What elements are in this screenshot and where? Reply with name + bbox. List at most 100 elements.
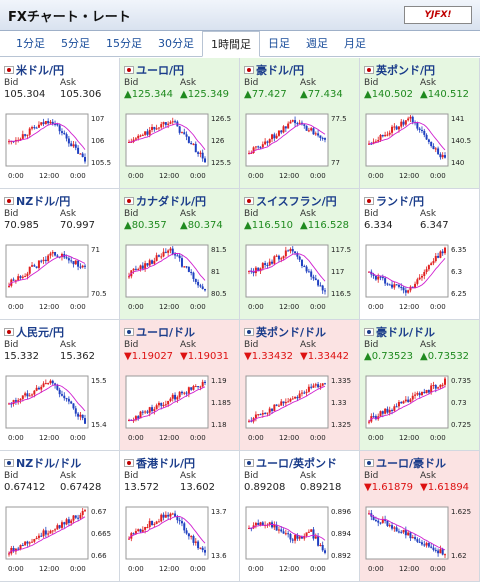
candle-body xyxy=(180,258,183,267)
pair-header: 香港ドル/円 xyxy=(124,455,195,471)
pair-name[interactable]: ユーロ/円 xyxy=(136,64,185,77)
rate-panel[interactable]: 豪ドル/円 Bid Ask ▲77.427 ▲77.434 77.5 77 0:00 12:00… xyxy=(240,58,360,189)
x-tick-label: 12:00 xyxy=(39,434,59,442)
rate-panel[interactable]: ユーロ/豪ドル Bid Ask ▼1.61879 ▼1.61894 1.625 1.62 0:… xyxy=(360,451,480,582)
candle-body xyxy=(144,131,147,135)
tab-0[interactable]: 1分足 xyxy=(16,37,45,50)
rate-panel[interactable]: NZドル/ドル Bid Ask 0.67412 0.67428 0.67 0.665 0.66… xyxy=(0,451,120,582)
candle-body xyxy=(178,391,181,398)
pair-name[interactable]: ユーロ/ドル xyxy=(136,326,196,339)
candle-body xyxy=(439,384,442,388)
rate-panel[interactable]: 英ポンド/円 Bid Ask ▲140.502 ▲140.512 141 140.5 140 0… xyxy=(360,58,480,189)
ask-label: Ask xyxy=(420,209,437,219)
candlestick-chart[interactable]: 81.5 81 80.5 0:00 12:00 0:00 xyxy=(122,237,238,315)
candle-body xyxy=(183,266,186,268)
pair-name[interactable]: ランド/円 xyxy=(376,195,425,208)
bid-label: Bid xyxy=(4,340,19,350)
candle-body xyxy=(319,285,322,287)
candle-body xyxy=(8,553,10,555)
rate-panel[interactable]: ランド/円 Bid Ask 6.334 6.347 6.35 6.3 6.25 0:00 12:0… xyxy=(360,189,480,320)
tab-6[interactable]: 週足 xyxy=(306,37,328,50)
x-tick-label: 12:00 xyxy=(279,303,299,311)
rate-panel[interactable]: 人民元/円 Bid Ask 15.332 15.362 15.5 15.4 0:00 12:00… xyxy=(0,320,120,451)
candle-body xyxy=(176,255,179,257)
y-tick-label: 126 xyxy=(211,137,225,145)
rate-panel[interactable]: 英ポンド/ドル Bid Ask ▼1.33432 ▼1.33442 1.335 1.33 1.… xyxy=(240,320,360,451)
candle-body xyxy=(42,383,45,387)
candle-body xyxy=(180,521,183,524)
candle-body xyxy=(388,525,391,527)
pair-name[interactable]: ユーロ/豪ドル xyxy=(376,457,447,470)
pair-name[interactable]: 英ポンド/円 xyxy=(376,64,436,77)
bid-label: Bid xyxy=(364,78,379,88)
candlestick-chart[interactable]: 117.5 117 116.5 0:00 12:00 0:00 xyxy=(242,237,358,315)
candlestick-chart[interactable]: 1.335 1.33 1.325 0:00 12:00 0:00 xyxy=(242,368,358,446)
candlestick-chart[interactable]: 141 140.5 140 0:00 12:00 0:00 xyxy=(362,106,478,184)
candle-body xyxy=(164,251,167,253)
candle-body xyxy=(56,255,59,257)
candle-body xyxy=(296,253,299,257)
pair-name[interactable]: 香港ドル/円 xyxy=(136,457,196,470)
candlestick-chart[interactable]: 126.5 126 125.5 0:00 12:00 0:00 xyxy=(122,106,238,184)
candlestick-chart[interactable]: 71 70.5 0:00 12:00 0:00 xyxy=(2,237,118,315)
rate-panel[interactable]: 米ドル/円 Bid Ask 105.304 105.306 107 106 105.5 0:00… xyxy=(0,58,120,189)
candlestick-chart[interactable]: 1.625 1.62 0:00 12:00 0:00 xyxy=(362,499,478,577)
candlestick-chart[interactable]: 15.5 15.4 0:00 12:00 0:00 xyxy=(2,368,118,446)
candle-body xyxy=(259,522,262,525)
pair-name[interactable]: NZドル/ドル xyxy=(16,457,82,470)
candlestick-chart[interactable]: 1.19 1.185 1.18 0:00 12:00 0:00 xyxy=(122,368,238,446)
candle-body xyxy=(17,548,20,550)
candle-body xyxy=(24,541,27,546)
candlestick-chart[interactable]: 6.35 6.3 6.25 0:00 12:00 0:00 xyxy=(362,237,478,315)
candlestick-chart[interactable]: 77.5 77 0:00 12:00 0:00 xyxy=(242,106,358,184)
tab-4[interactable]: 1時間足 xyxy=(202,31,260,57)
ask-value: 0.67428 xyxy=(60,482,102,493)
candle-body xyxy=(194,143,197,153)
bid-label: Bid xyxy=(244,340,259,350)
candle-body xyxy=(411,537,414,539)
x-tick-label: 12:00 xyxy=(159,565,179,573)
tab-7[interactable]: 月足 xyxy=(344,37,366,50)
candle-body xyxy=(72,515,75,521)
candlestick-chart[interactable]: 0.896 0.894 0.892 0:00 12:00 0:00 xyxy=(242,499,358,577)
candle-body xyxy=(268,408,271,413)
pair-name[interactable]: ユーロ/英ポンド xyxy=(256,457,338,470)
rate-panel[interactable]: ユーロ/ドル Bid Ask ▼1.19027 ▼1.19031 1.19 1.185 1.1… xyxy=(120,320,240,451)
x-tick-label: 0:00 xyxy=(190,565,206,573)
bid-label: Bid xyxy=(364,340,379,350)
pair-name[interactable]: 豪ドル/ドル xyxy=(376,326,436,339)
rate-panel[interactable]: ユーロ/英ポンド Bid Ask 0.89208 0.89218 0.896 0.894 0.… xyxy=(240,451,360,582)
tab-3[interactable]: 30分足 xyxy=(158,37,194,50)
candle-body xyxy=(35,537,38,540)
candle-body xyxy=(381,518,384,523)
rate-panel[interactable]: ユーロ/円 Bid Ask ▲125.344 ▲125.349 126.5 126 125.5… xyxy=(120,58,240,189)
pair-name[interactable]: 米ドル/円 xyxy=(16,64,65,77)
candlestick-chart[interactable]: 0.735 0.73 0.725 0:00 12:00 0:00 xyxy=(362,368,478,446)
pair-name[interactable]: NZドル/円 xyxy=(16,195,71,208)
tab-1[interactable]: 5分足 xyxy=(61,37,90,50)
tab-2[interactable]: 15分足 xyxy=(106,37,142,50)
candle-body xyxy=(153,523,156,525)
ask-value: 13.602 xyxy=(180,482,215,493)
pair-name[interactable]: カナダドル/円 xyxy=(136,195,207,208)
rate-panel[interactable]: 香港ドル/円 Bid Ask 13.572 13.602 13.7 13.6 0:00 12:0… xyxy=(120,451,240,582)
candle-body xyxy=(153,126,156,130)
candle-body xyxy=(444,554,446,556)
candle-body xyxy=(167,123,170,125)
rate-panel[interactable]: スイスフラン/円 Bid Ask ▲116.510 ▲116.528 117.5 117 11… xyxy=(240,189,360,320)
pair-name[interactable]: 人民元/円 xyxy=(16,326,65,339)
yjfx-logo[interactable]: YJFX! xyxy=(404,6,472,24)
rate-panel[interactable]: 豪ドル/ドル Bid Ask ▲0.73523 ▲0.73532 0.735 0.73 0.7… xyxy=(360,320,480,451)
pair-name[interactable]: スイスフラン/円 xyxy=(256,195,337,208)
candlestick-chart[interactable]: 13.7 13.6 0:00 12:00 0:00 xyxy=(122,499,238,577)
candlestick-chart[interactable]: 107 106 105.5 0:00 12:00 0:00 xyxy=(2,106,118,184)
candlestick-chart[interactable]: 0.67 0.665 0.66 0:00 12:00 0:00 xyxy=(2,499,118,577)
candle-body xyxy=(321,285,324,291)
rate-panel[interactable]: NZドル/円 Bid Ask 70.985 70.997 71 70.5 0:00 12:00 0… xyxy=(0,189,120,320)
pair-name[interactable]: 豪ドル/円 xyxy=(256,64,305,77)
tab-5[interactable]: 日足 xyxy=(268,37,290,50)
rate-panel[interactable]: カナダドル/円 Bid Ask ▲80.357 ▲80.374 81.5 81 80.5 0:0… xyxy=(120,189,240,320)
candle-body xyxy=(317,133,320,136)
pair-name[interactable]: 英ポンド/ドル xyxy=(256,326,327,339)
moving-average-line xyxy=(368,258,446,289)
